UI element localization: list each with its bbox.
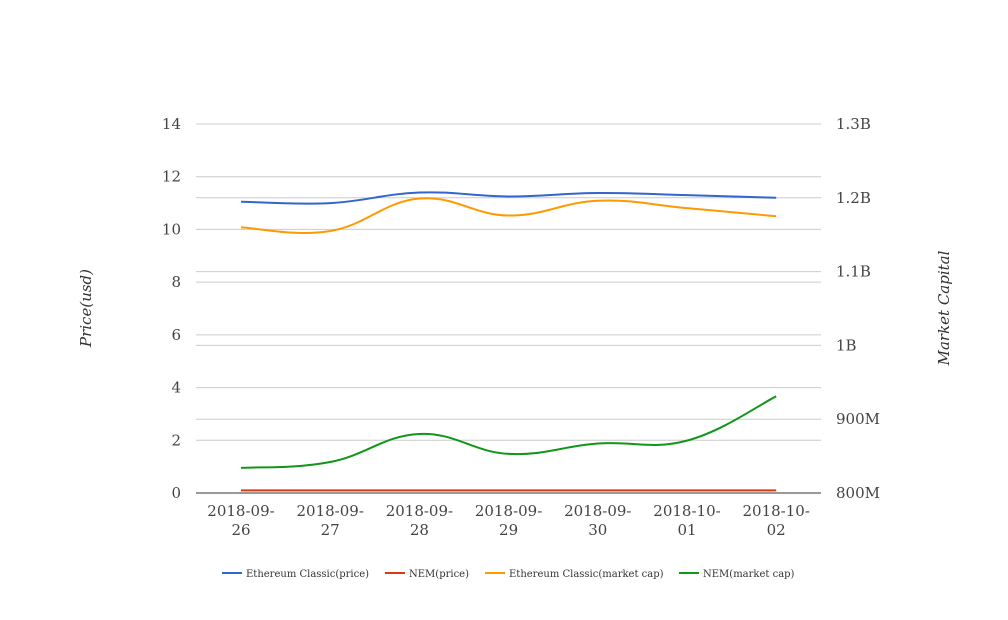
right-axis-title: Market Capital: [935, 250, 953, 366]
left-axis-title: Price(usd): [77, 269, 95, 348]
x-tick-label: 2018-10-01: [653, 502, 720, 539]
x-tick-label: 2018-10-02: [742, 502, 809, 539]
legend-label: NEM(market cap): [703, 569, 795, 580]
series-line-ethereum-classic-market-cap: [240, 197, 777, 234]
left-tick-label: 6: [171, 326, 181, 344]
right-tick-label: 1.1B: [836, 263, 871, 281]
right-tick-label: 800M: [836, 484, 880, 502]
gridlines: [196, 123, 821, 441]
legend-item-ethereum-classic-price[interactable]: Ethereum Classic(price): [222, 569, 369, 580]
x-tick-label: 2018-09-28: [386, 502, 453, 539]
legend-label: Ethereum Classic(price): [246, 569, 369, 580]
legend-label: NEM(price): [409, 569, 469, 580]
left-tick-label: 14: [162, 115, 181, 133]
legend-label: Ethereum Classic(market cap): [509, 569, 664, 580]
right-tick-label: 1.3B: [836, 115, 871, 133]
left-tick-label: 2: [171, 431, 181, 449]
left-tick-label: 12: [162, 168, 181, 186]
left-tick-label: 0: [171, 484, 181, 502]
left-tick-label: 4: [171, 379, 181, 397]
legend: Ethereum Classic(price) NEM(price) Ethereu…: [222, 569, 795, 580]
x-axis-ticks: 2018-09-26 2018-09-27 2018-09-28 2018-09-29…: [207, 502, 810, 539]
right-tick-label: 900M: [836, 410, 880, 428]
x-tick-label: 2018-09-29: [475, 502, 542, 539]
x-tick-label: 2018-09-27: [296, 502, 363, 539]
series-line-nem-market-cap: [240, 395, 777, 469]
legend-item-nem-price[interactable]: NEM(price): [385, 569, 469, 580]
left-tick-label: 8: [171, 273, 181, 291]
series-lines: [240, 191, 777, 492]
left-tick-label: 10: [162, 220, 181, 238]
series-line-ethereum-classic-price: [240, 191, 777, 205]
right-axis-ticks: 800M 900M 1B 1.1B 1.2B 1.3B: [836, 115, 880, 502]
x-tick-label: 2018-09-26: [207, 502, 274, 539]
x-tick-label: 2018-09-30: [564, 502, 631, 539]
legend-item-ethereum-classic-market-cap[interactable]: Ethereum Classic(market cap): [485, 569, 664, 580]
right-tick-label: 1B: [836, 336, 857, 354]
legend-item-nem-market-cap[interactable]: NEM(market cap): [679, 569, 795, 580]
left-axis-ticks: 0 2 4 6 8 10 12 14: [162, 115, 181, 502]
right-tick-label: 1.2B: [836, 189, 871, 207]
